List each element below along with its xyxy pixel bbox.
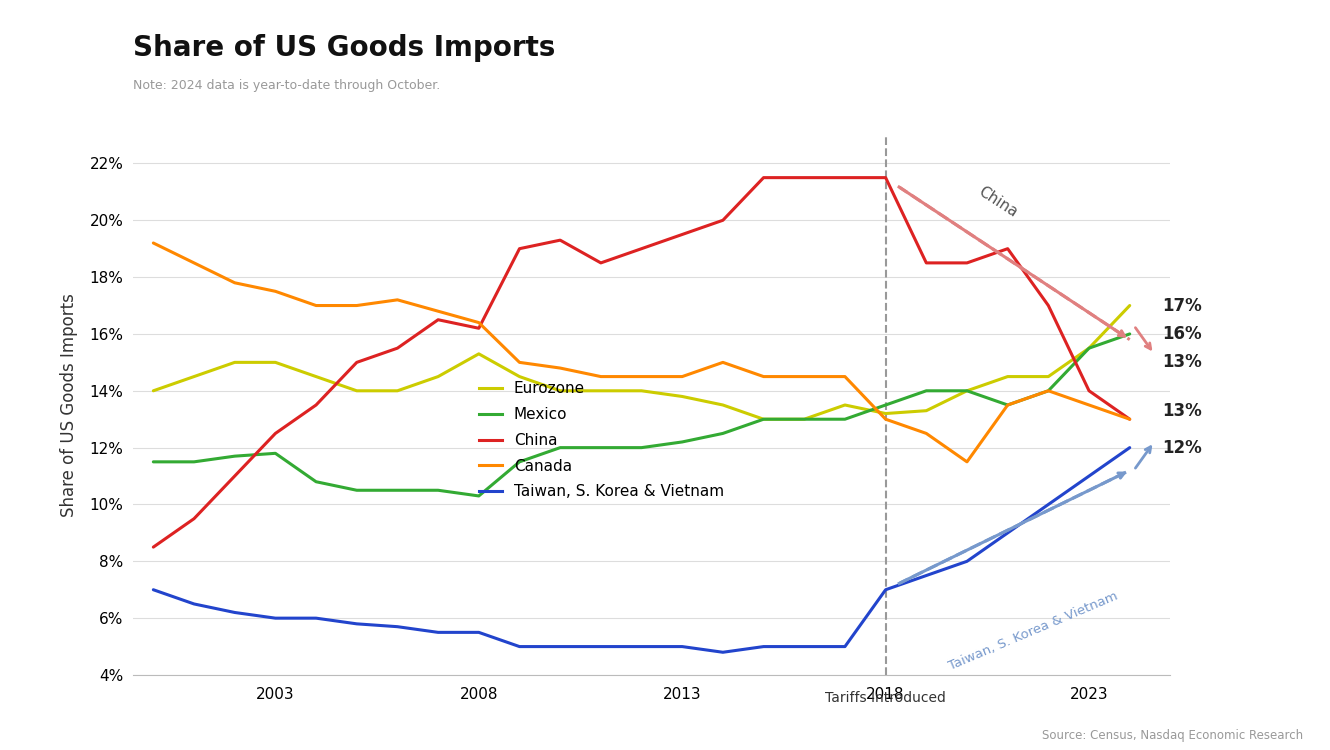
Y-axis label: Share of US Goods Imports: Share of US Goods Imports [60,293,78,517]
Text: Tariffs Introduced: Tariffs Introduced [825,691,946,705]
Text: 13%: 13% [1162,353,1202,371]
Text: Taiwan, S. Korea & Vietnam: Taiwan, S. Korea & Vietnam [947,590,1120,673]
Text: Source: Census, Nasdaq Economic Research: Source: Census, Nasdaq Economic Research [1043,730,1303,742]
Text: 16%: 16% [1162,325,1202,343]
Text: Note: 2024 data is year-to-date through October.: Note: 2024 data is year-to-date through … [133,79,440,92]
Text: 17%: 17% [1162,296,1202,314]
Text: 12%: 12% [1162,439,1202,457]
Legend: Eurozone, Mexico, China, Canada, Taiwan, S. Korea & Vietnam: Eurozone, Mexico, China, Canada, Taiwan,… [472,375,730,506]
Text: China: China [975,184,1020,220]
Text: Share of US Goods Imports: Share of US Goods Imports [133,34,556,62]
Text: 13%: 13% [1162,402,1202,420]
